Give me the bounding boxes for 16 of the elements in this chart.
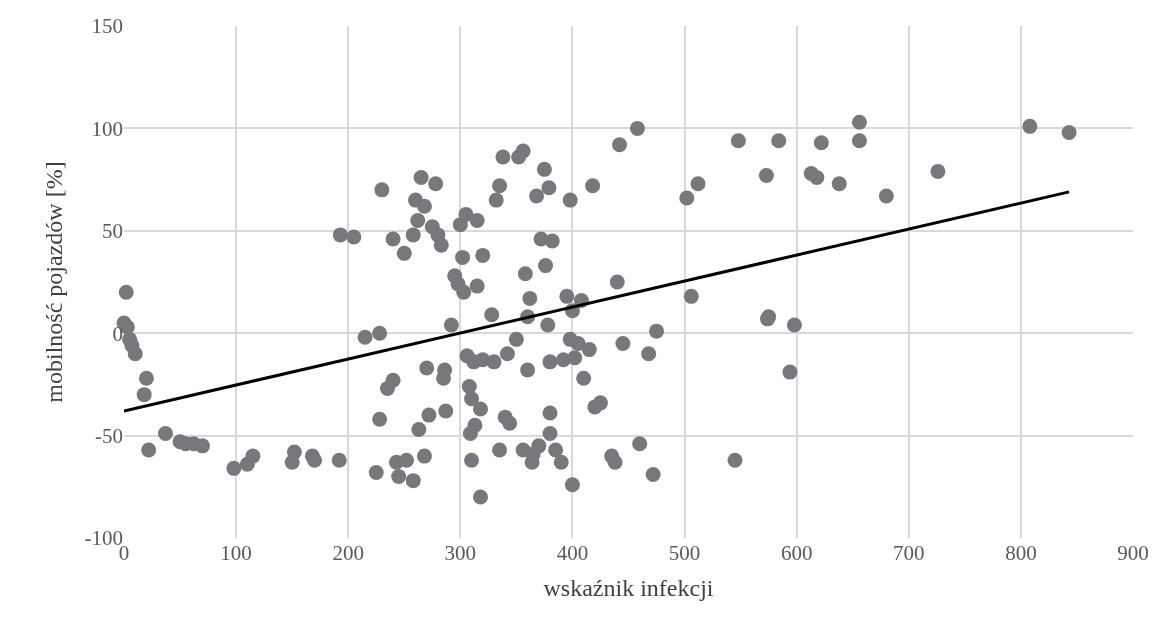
y-tick-label: -50 bbox=[95, 423, 123, 448]
y-tick-label: 100 bbox=[91, 116, 123, 141]
x-tick-label: 500 bbox=[668, 541, 701, 565]
y-tick-label: 0 bbox=[112, 321, 123, 346]
y-axis-title: mobilność pojazdów [%] bbox=[40, 161, 67, 403]
x-tick-label: 800 bbox=[1005, 541, 1037, 565]
x-tick-label: 200 bbox=[332, 541, 364, 565]
x-tick-label: 900 bbox=[1117, 541, 1149, 565]
x-tick-label: 600 bbox=[780, 541, 813, 565]
x-axis-title: wskaźnik infekcji bbox=[543, 575, 714, 602]
y-tick-label: 50 bbox=[102, 219, 123, 244]
x-tick-label: 400 bbox=[556, 541, 589, 565]
y-tick-label: 150 bbox=[91, 14, 123, 39]
x-tick-label: 100 bbox=[220, 541, 252, 565]
x-tick-label: 700 bbox=[893, 541, 925, 565]
x-tick-label: 300 bbox=[444, 541, 477, 565]
